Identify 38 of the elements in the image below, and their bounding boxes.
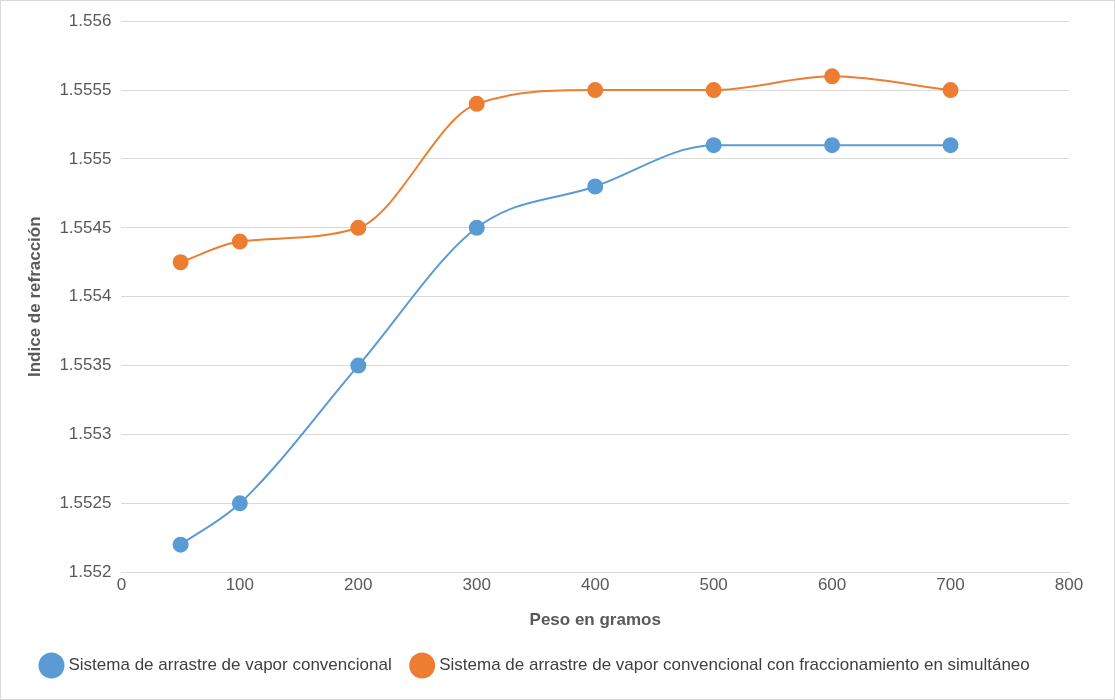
point: [172, 254, 189, 271]
y-tick-label: 1.553: [68, 424, 112, 444]
y-tick-label: 1.5545: [59, 217, 112, 237]
y-axis-title: Indice de refracción: [24, 216, 44, 378]
x-tick-label: 100: [225, 575, 255, 595]
point: [350, 219, 367, 236]
point: [172, 536, 189, 553]
legend-label: Sistema de arrastre de vapor convencional: [68, 655, 392, 675]
point: [824, 137, 841, 154]
y-tick-label: 1.555: [68, 148, 112, 168]
x-tick-label: 500: [699, 575, 728, 595]
y-tick-label: 1.556: [68, 10, 112, 30]
y-tick-label: 1.552: [68, 561, 112, 581]
point: [824, 68, 841, 85]
point: [468, 95, 485, 112]
point: [231, 495, 248, 512]
point: [942, 137, 959, 154]
point: [705, 82, 722, 99]
point: [587, 82, 604, 99]
x-axis-title: Peso en gramos: [529, 610, 661, 630]
x-tick-label: 400: [581, 575, 610, 595]
x-tick-label: 0: [116, 575, 127, 595]
point: [705, 137, 722, 154]
y-tick-label: 1.5555: [59, 79, 112, 99]
x-tick-label: 800: [1054, 575, 1084, 595]
x-tick-label: 700: [936, 575, 965, 595]
point: [468, 219, 485, 236]
point: [350, 357, 367, 374]
y-tick-label: 1.5525: [59, 493, 112, 513]
point: [231, 233, 248, 250]
x-tick-label: 300: [462, 575, 491, 595]
x-tick-label: 200: [344, 575, 373, 595]
x-tick-label: 600: [817, 575, 847, 595]
legend-label: Sistema de arrastre de vapor convencional con fraccionamiento en simultáneo: [439, 655, 1030, 675]
point: [587, 178, 604, 195]
point: [942, 82, 959, 99]
y-tick-label: 1.554: [68, 286, 112, 306]
y-tick-label: 1.5535: [59, 355, 112, 375]
